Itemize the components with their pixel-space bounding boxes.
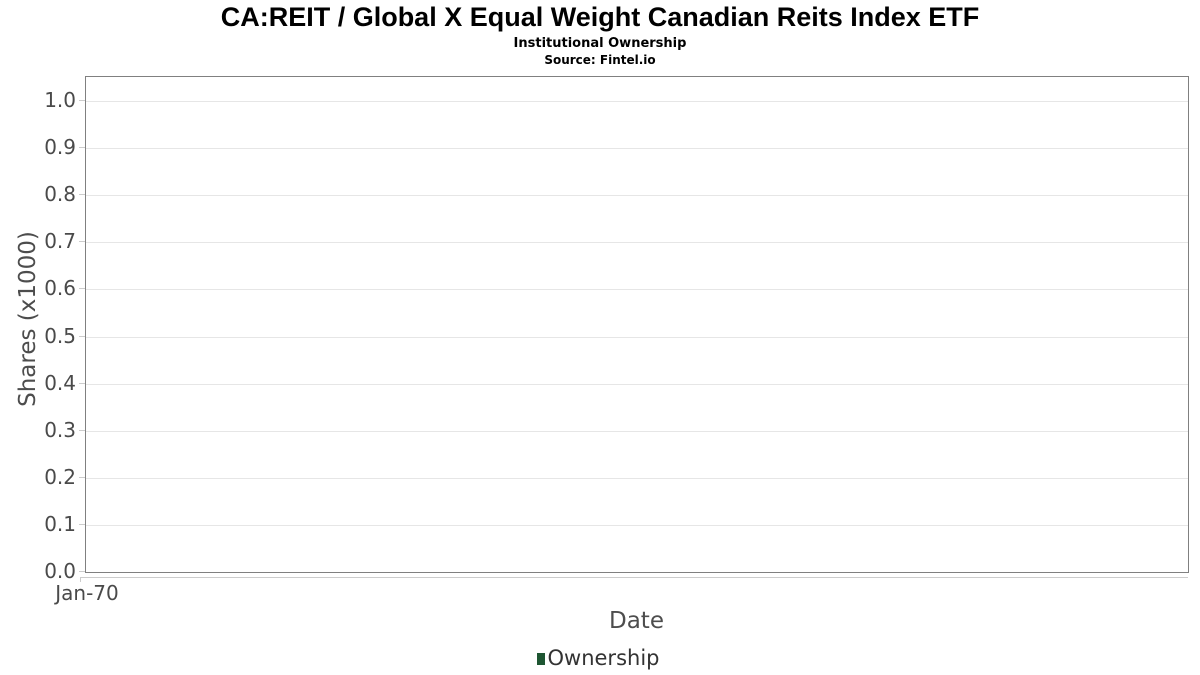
y-axis-tick-mark: [79, 524, 85, 525]
y-axis-tick-mark: [79, 477, 85, 478]
y-axis-tick-label: 0.3: [44, 418, 76, 442]
y-axis-tick-mark: [79, 194, 85, 195]
y-axis-tick-mark: [79, 288, 85, 289]
y-axis-tick-mark: [79, 241, 85, 242]
y-axis-tick-label: 0.2: [44, 465, 76, 489]
y-axis-tick-mark: [79, 147, 85, 148]
y-axis-tick-label: 0.8: [44, 182, 76, 206]
y-axis-tick-label: 0.6: [44, 276, 76, 300]
legend[interactable]: Ownership: [0, 646, 1196, 670]
legend-marker-square-icon: [536, 653, 545, 665]
gridline: [86, 337, 1188, 338]
gridline: [86, 148, 1188, 149]
y-axis-tick-label: 0.9: [44, 135, 76, 159]
y-axis-tick-label: 0.4: [44, 371, 76, 395]
x-axis-line: [80, 577, 1188, 578]
gridline: [86, 289, 1188, 290]
y-axis-tick-label: 0.7: [44, 229, 76, 253]
gridline: [86, 242, 1188, 243]
y-axis-tick-mark: [79, 571, 85, 572]
chart-title: CA:REIT / Global X Equal Weight Canadian…: [220, 2, 980, 32]
gridline: [86, 525, 1188, 526]
x-axis-tick-label: Jan-70: [55, 581, 119, 605]
y-axis-tick-mark: [79, 430, 85, 431]
plot-area: [85, 76, 1189, 573]
gridline: [86, 195, 1188, 196]
chart-source-label: Source: Fintel.io: [544, 53, 656, 67]
gridline: [86, 478, 1188, 479]
x-axis-tick-mark: [80, 577, 81, 582]
y-axis-tick-label: 0.1: [44, 512, 76, 536]
y-axis-tick-mark: [79, 336, 85, 337]
y-axis-tick-label: 0.0: [44, 559, 76, 583]
legend-label: Ownership: [547, 646, 660, 670]
y-axis-tick-label: 1.0: [44, 88, 76, 112]
gridline: [86, 101, 1188, 102]
gridline: [86, 431, 1188, 432]
x-axis-title: Date: [609, 608, 664, 634]
chart-subtitle: Institutional Ownership: [513, 36, 687, 51]
y-axis-tick-mark: [79, 100, 85, 101]
gridline: [86, 384, 1188, 385]
y-axis-tick-label: 0.5: [44, 324, 76, 348]
y-axis-tick-mark: [79, 383, 85, 384]
